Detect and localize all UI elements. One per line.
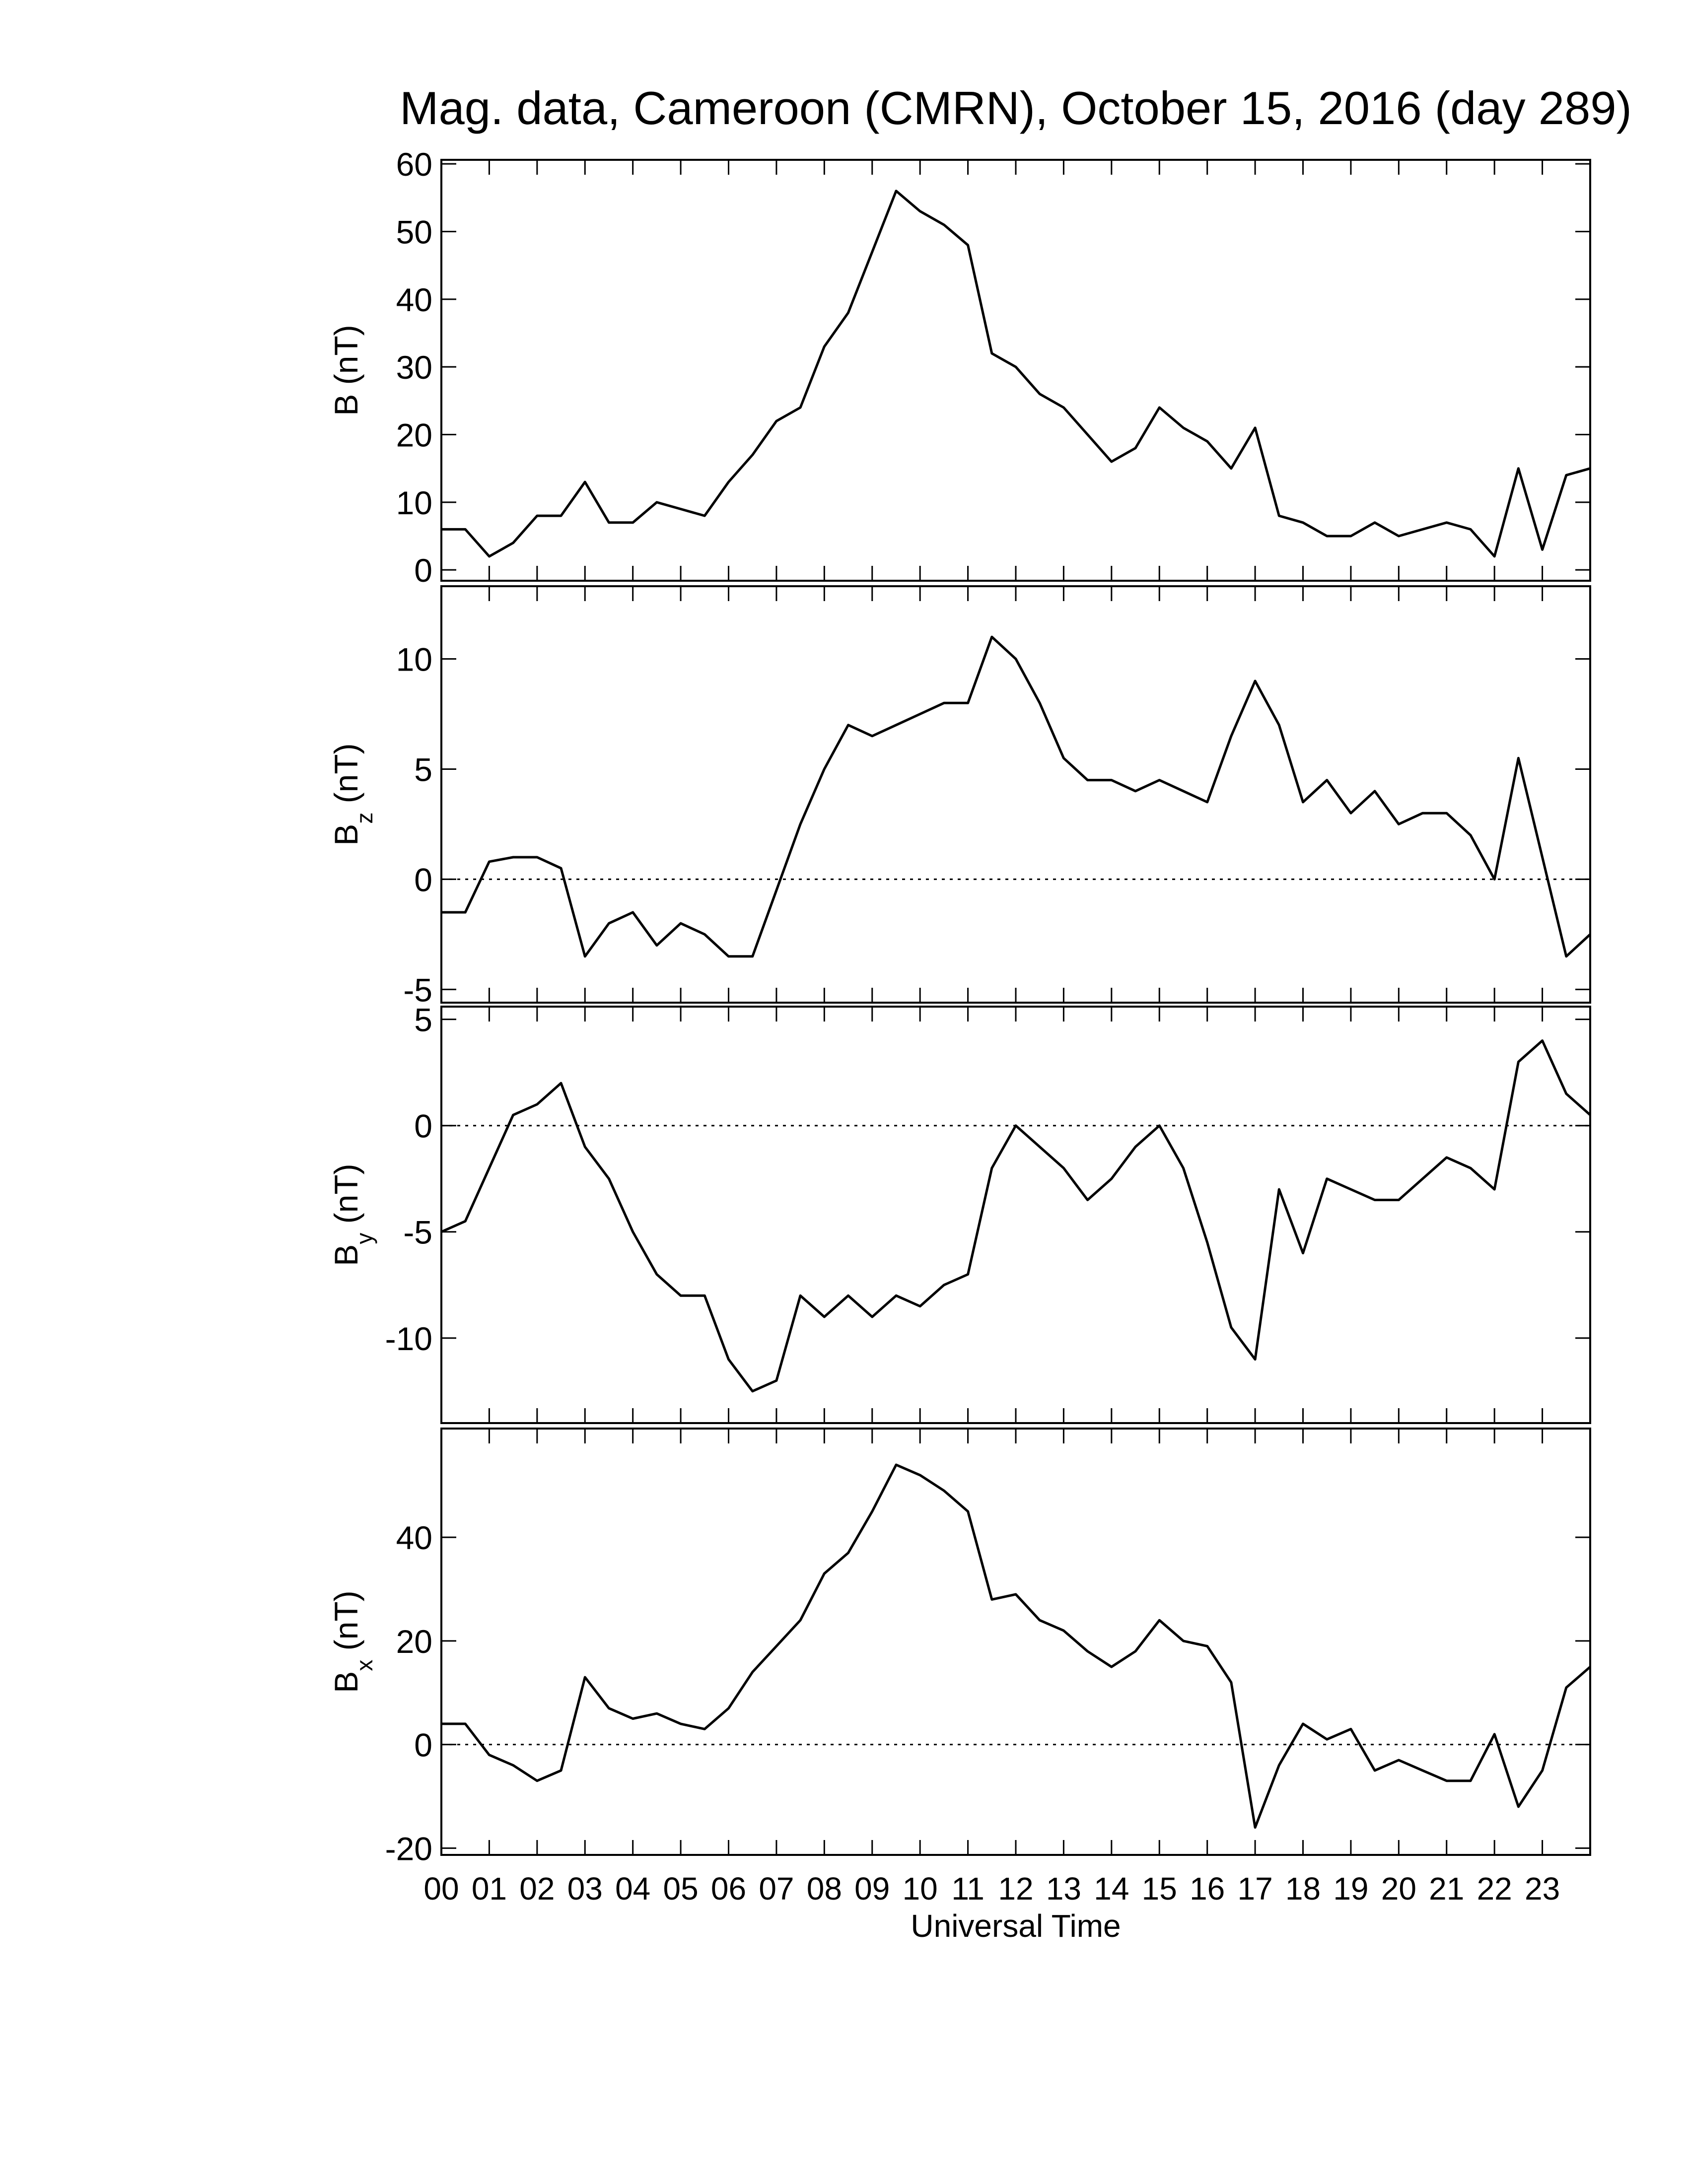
y-label-unit: (nT) [328, 1590, 364, 1659]
x-tick-label: 06 [711, 1871, 746, 1907]
y-label-subscript: x [352, 1660, 377, 1671]
data-line [440, 1039, 1591, 1393]
y-tick-label: 5 [414, 751, 432, 788]
x-tick-label: 04 [615, 1871, 650, 1907]
y-axis-label: Bz (nT) [328, 743, 377, 845]
y-label-unit: (nT) [328, 325, 364, 394]
x-tick-label: 10 [903, 1871, 938, 1907]
y-tick-label: 5 [414, 1002, 432, 1038]
x-tick-label: 18 [1285, 1871, 1321, 1907]
x-tick-label: 16 [1190, 1871, 1225, 1907]
x-tick-label: 03 [567, 1871, 603, 1907]
x-tick-label: 20 [1381, 1871, 1416, 1907]
x-tick-label: 05 [663, 1871, 698, 1907]
x-tick-label: 09 [854, 1871, 890, 1907]
y-tick-label: 20 [396, 417, 432, 454]
x-tick-label: 08 [807, 1871, 842, 1907]
data-line [441, 1463, 1591, 1829]
x-tick-label: 07 [759, 1871, 794, 1907]
x-tick-label: 22 [1477, 1871, 1512, 1907]
y-axis-label: Bx (nT) [328, 1590, 377, 1693]
y-tick-label: 20 [396, 1623, 432, 1660]
x-tick-label: 19 [1333, 1871, 1368, 1907]
y-tick-label: 10 [396, 484, 432, 521]
data-line [441, 635, 1591, 958]
y-label-subscript: y [352, 1233, 377, 1244]
y-label-unit: (nT) [328, 743, 364, 812]
y-label-subscript: z [352, 813, 377, 824]
y-tick-label: 0 [414, 1727, 432, 1764]
y-tick-label: 50 [396, 214, 432, 251]
x-tick-label: 12 [998, 1871, 1033, 1907]
plot-frame [440, 585, 1591, 1004]
y-tick-label: 0 [414, 552, 432, 589]
y-label-symbol: B [328, 1671, 364, 1693]
data-line [441, 190, 1591, 558]
x-tick-label: 21 [1429, 1871, 1464, 1907]
y-tick-label: 40 [396, 1519, 432, 1556]
y-tick-label: 30 [396, 349, 432, 386]
y-tick-label: 10 [396, 641, 432, 678]
x-tick-label: 02 [519, 1871, 555, 1907]
x-axis-label: Universal Time [911, 1908, 1121, 1944]
x-tick-label: 01 [472, 1871, 507, 1907]
y-tick-label: 0 [414, 1108, 432, 1145]
x-tick-label: 14 [1094, 1871, 1129, 1907]
x-tick-label: 17 [1237, 1871, 1272, 1907]
plot-frame [440, 1428, 1591, 1856]
y-tick-label: -5 [403, 971, 432, 1008]
y-tick-label: -5 [403, 1214, 432, 1251]
y-label-symbol: B [328, 394, 364, 416]
y-axis-label: B (nT) [328, 325, 364, 415]
y-tick-label: -20 [385, 1830, 432, 1867]
y-label-symbol: B [328, 1244, 364, 1266]
x-tick-label: 11 [951, 1871, 984, 1907]
y-label-unit: (nT) [328, 1163, 364, 1232]
y-tick-label: 40 [396, 281, 432, 318]
y-tick-label: 0 [414, 861, 432, 898]
x-tick-label: 00 [423, 1871, 459, 1907]
plot-frame [440, 159, 1591, 582]
y-label-symbol: B [328, 824, 364, 846]
y-tick-label: -10 [385, 1320, 432, 1357]
x-tick-label: 15 [1142, 1871, 1177, 1907]
plot-frame [440, 1006, 1591, 1424]
x-tick-label: 23 [1525, 1871, 1560, 1907]
y-tick-label: 60 [396, 146, 432, 183]
x-tick-label: 13 [1046, 1871, 1081, 1907]
chart-title: Mag. data, Cameroon (CMRN), October 15, … [400, 82, 1632, 134]
y-axis-label: By (nT) [328, 1163, 377, 1266]
